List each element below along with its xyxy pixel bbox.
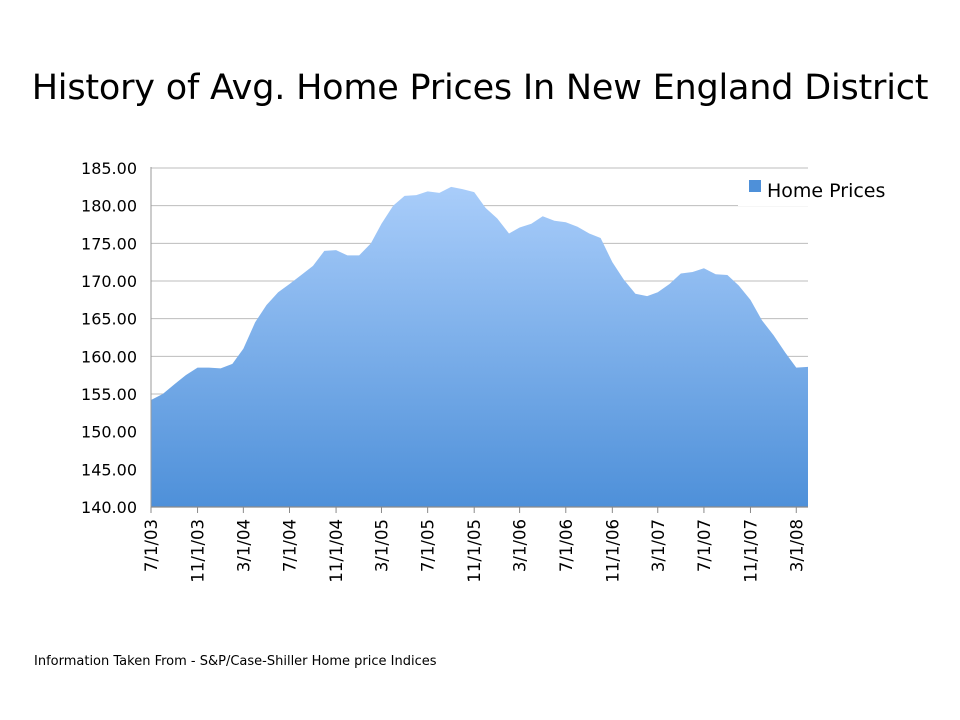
x-tick-label: 3/1/07 (649, 519, 668, 572)
home-prices-area (151, 186, 808, 507)
x-tick-label: 11/1/03 (189, 519, 208, 583)
y-tick-label: 175.00 (81, 234, 137, 253)
legend-swatch (749, 180, 761, 192)
axes (150, 167, 808, 513)
series-layer (151, 186, 808, 507)
x-tick-label: 3/1/06 (511, 519, 530, 572)
x-tick-label: 11/1/06 (603, 519, 622, 583)
x-tick-label: 11/1/07 (741, 519, 760, 583)
y-tick-label: 150.00 (81, 423, 137, 442)
y-tick-label: 185.00 (81, 159, 137, 178)
x-tick-label: 3/1/05 (372, 519, 391, 572)
x-tick-label: 7/1/07 (695, 519, 714, 572)
y-tick-label: 160.00 (81, 347, 137, 366)
x-tick-label: 11/1/04 (327, 519, 346, 583)
source-note: Information Taken From - S&P/Case-Shille… (34, 654, 437, 669)
x-tick-label: 7/1/05 (419, 519, 438, 572)
x-tick-label: 7/1/03 (142, 519, 161, 572)
x-tick-label: 3/1/04 (234, 519, 253, 572)
y-tick-label: 165.00 (81, 310, 137, 329)
y-tick-label: 140.00 (81, 498, 137, 517)
y-axis-tick-labels: 140.00 145.00 150.00 155.00 160.00 165.00 170.… (81, 159, 137, 517)
y-tick-label: 145.00 (81, 460, 137, 479)
legend-label: Home Prices (767, 180, 885, 202)
y-tick-label: 170.00 (81, 272, 137, 291)
x-tick-label: 11/1/05 (465, 519, 484, 583)
slide-title: History of Avg. Home Prices In New Engla… (31, 68, 929, 108)
x-tick-label: 7/1/06 (557, 519, 576, 572)
legend: Home Prices (738, 170, 902, 206)
y-tick-label: 180.00 (81, 197, 137, 216)
x-tick-label: 3/1/08 (787, 519, 806, 572)
legend-background (738, 170, 902, 206)
y-tick-label: 155.00 (81, 385, 137, 404)
x-tick-label: 7/1/04 (281, 519, 300, 572)
x-axis-tick-labels: 7/1/03 11/1/03 3/1/04 7/1/04 11/1/04 3/1/05 7/… (142, 519, 806, 583)
